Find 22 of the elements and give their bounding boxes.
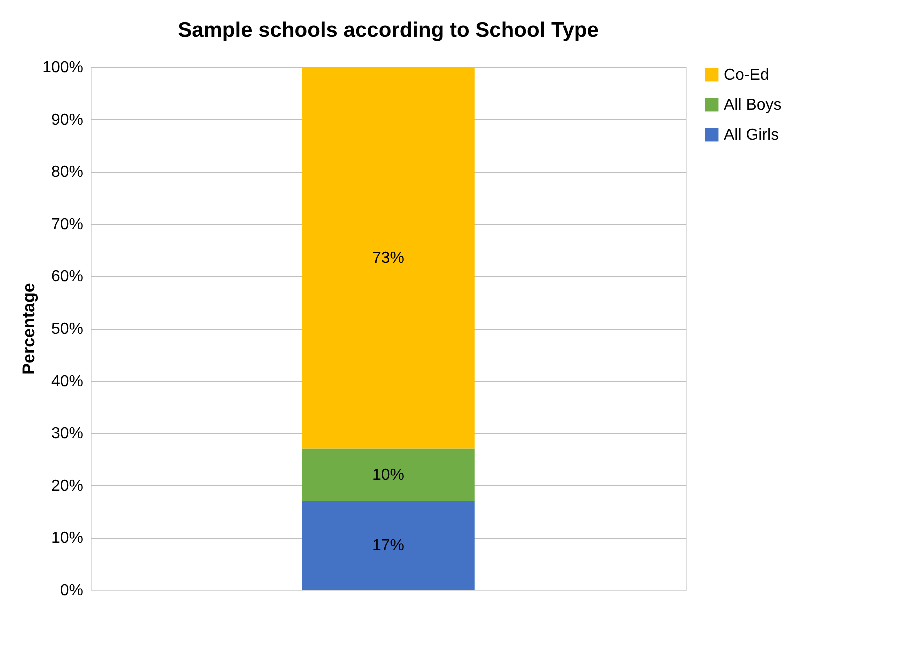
data-label: 10% (372, 466, 405, 484)
bar (302, 501, 475, 590)
legend-label: All Girls (724, 127, 780, 144)
legend-label: Co-Ed (724, 67, 770, 84)
chart-title: Sample schools according to School Type (178, 19, 599, 42)
y-axis-title: Percentage (20, 283, 39, 375)
y-tick-label: 100% (42, 60, 84, 76)
y-tick-label: 70% (51, 216, 84, 234)
y-tick-label: 30% (51, 426, 84, 443)
y-tick-label: 90% (51, 112, 84, 129)
y-tick-label: 0% (60, 582, 84, 600)
data-label: 73% (372, 250, 405, 267)
y-tick-label: 10% (51, 530, 84, 548)
bar (302, 67, 475, 449)
y-tick-label: 60% (51, 268, 84, 286)
y-tick-label: 20% (51, 478, 84, 495)
data-label: 17% (372, 538, 405, 555)
legend-label: All Boys (724, 97, 782, 114)
y-tick-label: 80% (51, 164, 84, 182)
y-tick-label: 50% (51, 321, 84, 338)
y-tick-label: 40% (51, 373, 84, 390)
bar (302, 448, 475, 502)
